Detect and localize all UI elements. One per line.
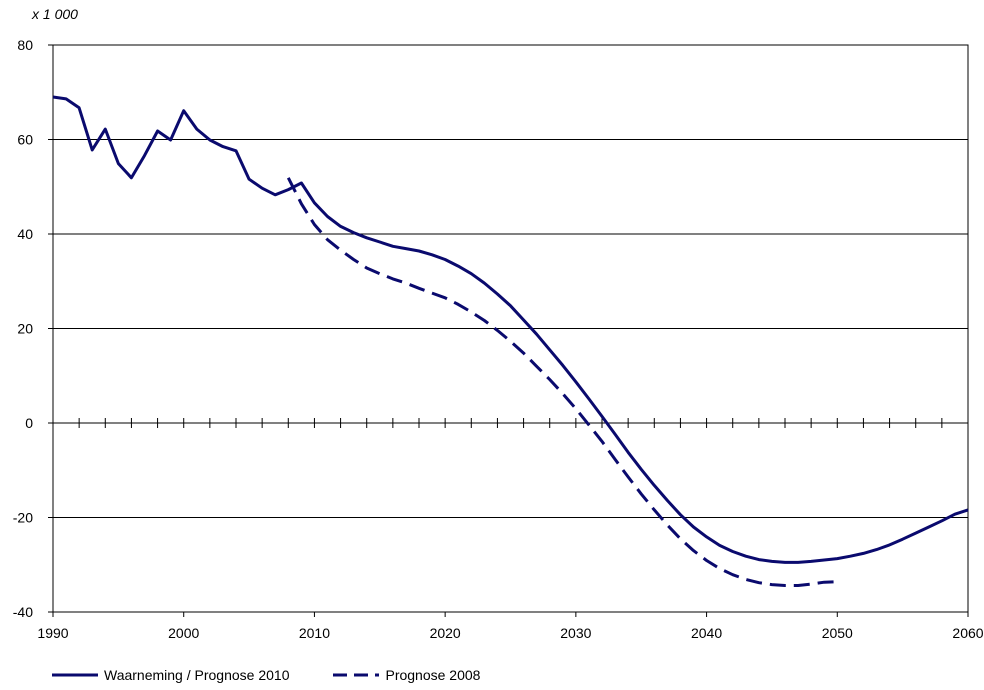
legend-item-2: Prognose 2008 (331, 667, 480, 683)
y-tick-label: 20 (17, 321, 33, 337)
y-tick-label: 40 (17, 226, 33, 242)
x-tick-label: 2010 (299, 625, 330, 641)
legend-swatch-1 (52, 673, 98, 677)
y-tick-label: -40 (13, 604, 33, 620)
legend-swatch-2 (333, 673, 380, 677)
legend: Waarneming / Prognose 2010 Prognose 2008 (50, 666, 522, 684)
legend-label-1: Waarneming / Prognose 2010 (104, 667, 290, 683)
x-tick-label: 2040 (691, 625, 722, 641)
y-tick-label: 80 (17, 37, 33, 53)
y-tick-label: 0 (25, 415, 33, 431)
y-tick-label: -20 (13, 510, 33, 526)
legend-label-2: Prognose 2008 (385, 667, 481, 683)
x-tick-label: 1990 (37, 625, 68, 641)
y-tick-label: 60 (17, 132, 33, 148)
legend-item-1: Waarneming / Prognose 2010 (50, 667, 289, 683)
x-tick-label: 2000 (168, 625, 199, 641)
series-line-1 (52, 95, 969, 564)
x-tick-label: 2030 (560, 625, 591, 641)
y-unit-label: x 1 000 (32, 6, 78, 22)
x-tick-label: 2060 (952, 625, 983, 641)
x-tick-label: 2020 (430, 625, 461, 641)
x-tick-label: 2050 (822, 625, 853, 641)
